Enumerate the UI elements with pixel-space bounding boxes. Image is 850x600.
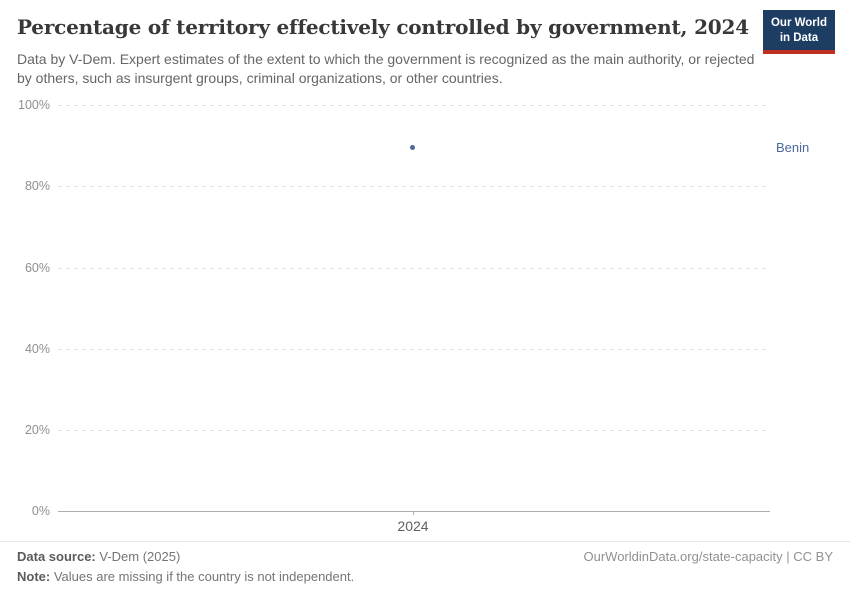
y-tick-label-20: 20% <box>24 423 50 437</box>
note-line: Note: Values are missing if the country … <box>17 569 354 584</box>
data-source-line: Data source: V-Dem (2025) <box>17 549 180 564</box>
footer-link[interactable]: OurWorldinData.org/state-capacity | CC B… <box>583 549 833 564</box>
data-source-label: Data source: <box>17 549 96 564</box>
data-source-value: V-Dem (2025) <box>95 549 181 564</box>
x-tick-mark-2024 <box>413 511 414 515</box>
gridline-40 <box>58 349 770 350</box>
y-tick-label-60: 60% <box>24 261 50 275</box>
note-label: Note: <box>17 569 51 584</box>
y-tick-label-80: 80% <box>24 179 50 193</box>
page-title: Percentage of territory effectively cont… <box>17 15 749 39</box>
chart-subtitle: Data by V-Dem. Expert estimates of the e… <box>17 51 755 86</box>
entity-label-benin[interactable]: Benin <box>776 140 810 155</box>
gridline-80 <box>58 186 770 187</box>
owid-logo-line2: in Data <box>779 31 819 44</box>
data-point-benin[interactable] <box>410 145 415 150</box>
x-axis-line <box>58 511 770 512</box>
y-tick-label-100: 100% <box>18 98 50 112</box>
y-tick-label-0: 0% <box>31 504 50 518</box>
x-tick-label-2024: 2024 <box>397 518 429 534</box>
gridline-60 <box>58 268 770 269</box>
gridline-100 <box>58 105 770 106</box>
note-value: Values are missing if the country is not… <box>50 569 355 584</box>
footer-divider <box>0 541 850 542</box>
owid-logo-line1: Our World <box>770 17 827 29</box>
y-tick-label-40: 40% <box>24 342 50 356</box>
gridline-20 <box>58 430 770 431</box>
owid-logo[interactable]: Our World in Data <box>762 10 835 54</box>
